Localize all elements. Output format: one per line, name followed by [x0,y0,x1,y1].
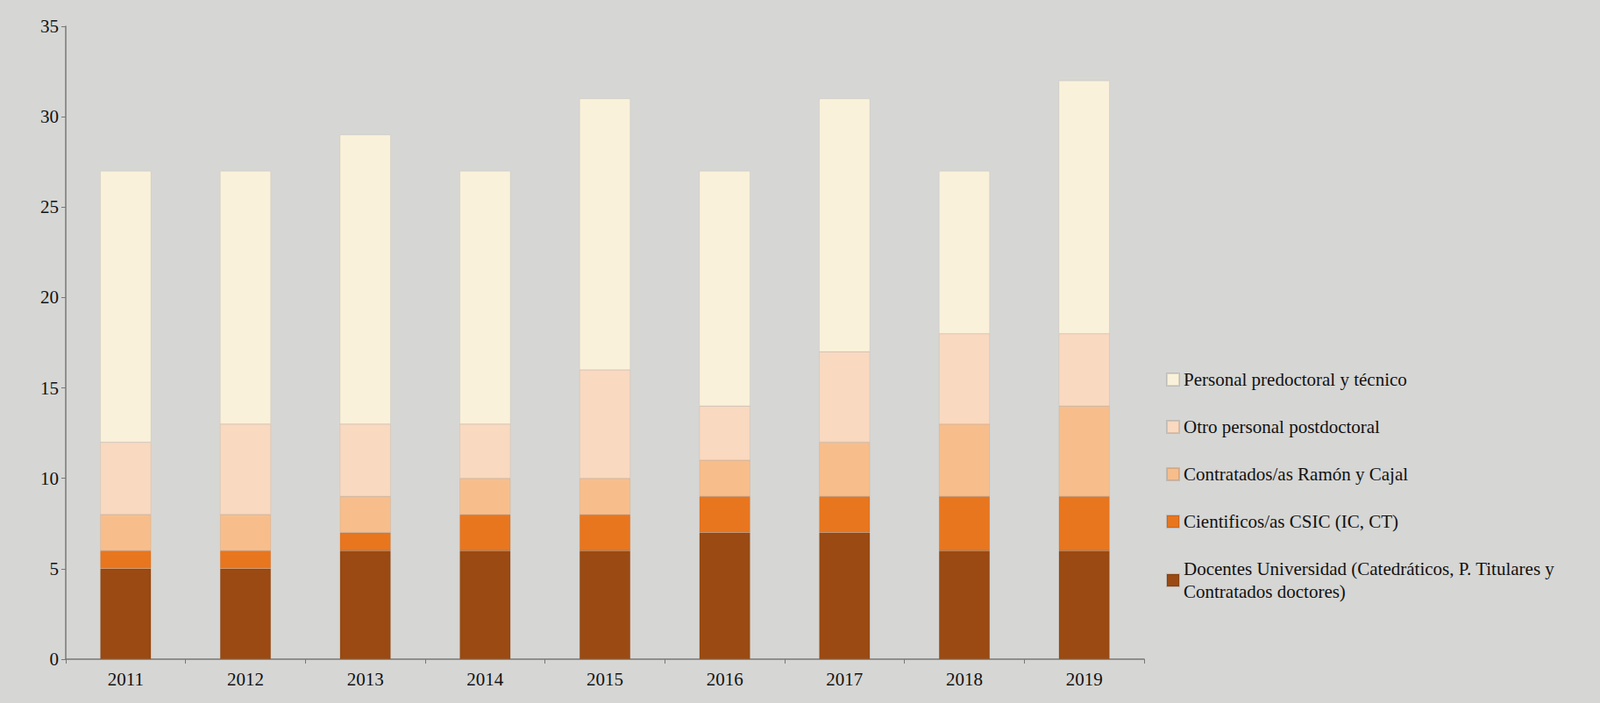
svg-text:5: 5 [49,558,60,580]
svg-text:35: 35 [40,15,59,37]
svg-text:2017: 2017 [825,668,863,690]
svg-text:2011: 2011 [107,668,144,690]
svg-text:Personal predoctoral y técnico: Personal predoctoral y técnico [1183,369,1408,391]
svg-text:2012: 2012 [227,668,264,690]
svg-text:2016: 2016 [706,668,744,690]
svg-text:20: 20 [40,286,59,308]
svg-text:15: 15 [40,377,59,399]
svg-text:0: 0 [49,648,60,670]
svg-text:10: 10 [40,468,59,490]
svg-text:Docentes Universidad (Catedrát: Docentes Universidad (Catedráticos, P. T… [1183,558,1559,580]
svg-text:2014: 2014 [466,668,505,690]
svg-text:2013: 2013 [347,668,384,690]
svg-text:Contratados doctores): Contratados doctores) [1183,581,1346,603]
svg-text:2019: 2019 [1066,668,1103,690]
svg-text:Otro personal postdoctoral: Otro personal postdoctoral [1183,416,1380,438]
svg-text:30: 30 [40,106,59,128]
svg-text:Contratados/as Ramón y Cajal: Contratados/as Ramón y Cajal [1183,463,1408,485]
svg-text:2015: 2015 [586,668,624,690]
svg-text:Cientificos/as CSIC (IC, CT): Cientificos/as CSIC (IC, CT) [1183,511,1399,533]
svg-text:25: 25 [40,196,59,218]
svg-text:2018: 2018 [945,668,983,690]
